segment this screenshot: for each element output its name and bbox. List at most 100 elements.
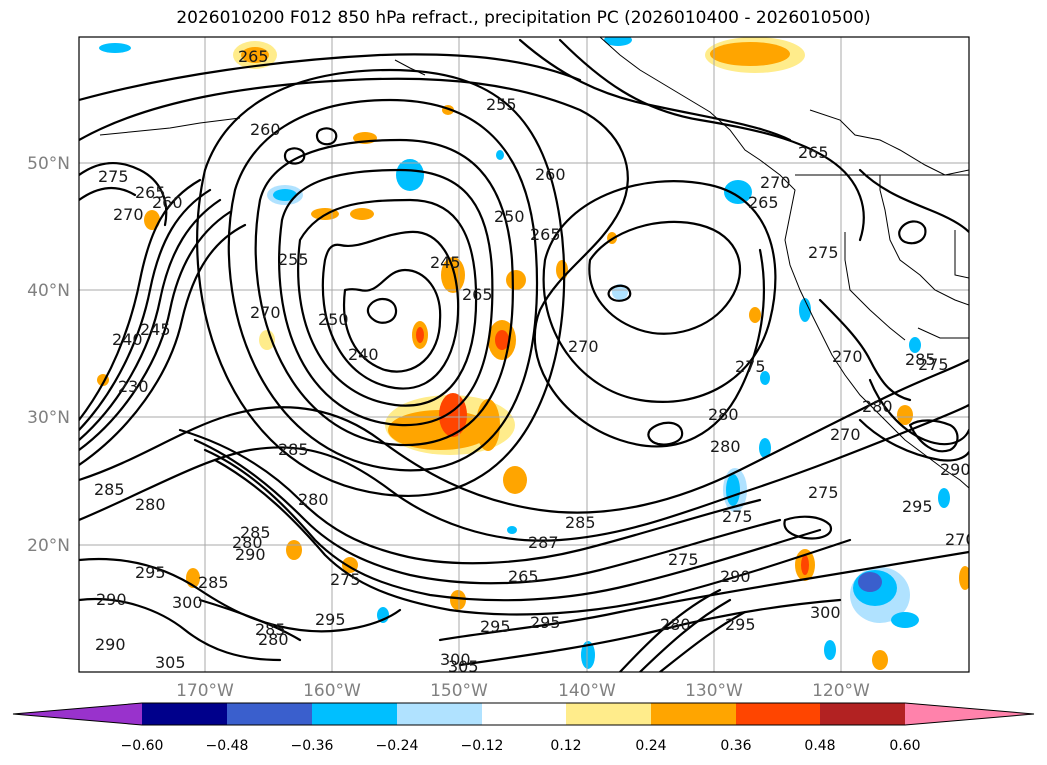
colorbar-ticks: −0.60 −0.48 −0.36 −0.24 −0.12 0.12 0.24 … [121, 738, 921, 754]
precip-positive-patch [350, 208, 374, 220]
precip-positive-patch [476, 399, 500, 451]
contour-label: 260 [535, 165, 566, 184]
lat-label: 20°N [27, 536, 70, 556]
contour-label: 270 [113, 205, 144, 224]
contour-line [203, 448, 822, 602]
contour-label: 285 [255, 620, 286, 639]
contour-line [783, 515, 833, 540]
precip-negative-patch [909, 337, 921, 353]
precip-positive-patch [710, 42, 790, 66]
contour-label: 275 [735, 357, 766, 376]
contour-label: 265 [508, 567, 539, 586]
colorbar-tick-label: −0.48 [206, 738, 249, 754]
contour-line [178, 428, 762, 565]
contour-label: 250 [318, 310, 349, 329]
contour-label: 285 [94, 480, 125, 499]
contour-label: 265 [748, 193, 779, 212]
precip-negative-patch [612, 284, 628, 300]
contour-line [315, 127, 338, 146]
contour-label: 280 [258, 630, 289, 649]
contour-line [518, 38, 792, 142]
precip-negative-patch [496, 150, 504, 160]
precip-positive-patch [556, 260, 568, 280]
contour-label: 240 [348, 345, 379, 364]
precip-negative-patch [799, 298, 811, 322]
contour-label: 230 [118, 377, 149, 396]
contour-label: 290 [720, 567, 751, 586]
contour-label: 290 [96, 590, 127, 609]
contour-label: 260 [152, 193, 183, 212]
precip-negative-patch [858, 572, 882, 592]
contour-label: 255 [486, 95, 517, 114]
contour-label: 285 [905, 350, 936, 369]
contour-line [898, 220, 927, 245]
precip-positive-patch [144, 210, 160, 230]
contour-line [858, 418, 969, 462]
contour-line [818, 298, 912, 402]
precip-positive-patch [506, 270, 526, 290]
refractivity-contours [79, 38, 969, 672]
colorbar-tick-label: 0.24 [635, 738, 666, 754]
contour-line [647, 421, 684, 446]
lon-label: 160°W [303, 681, 361, 701]
contour-line [79, 198, 222, 442]
contour-label: 265 [462, 285, 493, 304]
contour-label: 290 [95, 635, 126, 654]
precip-positive-patch [416, 327, 424, 343]
state-border [844, 232, 906, 341]
contour-line [198, 598, 302, 642]
contour-line [79, 178, 202, 422]
precip-negative-patch [99, 43, 131, 53]
precip-positive-patch [439, 393, 467, 437]
graticule [79, 37, 969, 672]
contour-line [558, 38, 865, 242]
contour-line [193, 438, 782, 585]
precip-positive-patch [801, 555, 809, 575]
contour-label: 295 [480, 617, 511, 636]
longitude-axis: 170°W 160°W 150°W 140°W 130°W 120°W [176, 681, 870, 701]
lon-label: 130°W [685, 681, 743, 701]
lat-label: 30°N [27, 408, 70, 428]
colorbar-tick-label: −0.36 [291, 738, 334, 754]
state-border [954, 230, 969, 279]
lon-label: 140°W [558, 681, 616, 701]
precip-positive-patch [286, 540, 302, 560]
colorbar-extend-low [13, 703, 142, 725]
precip-positive-patch [259, 330, 275, 350]
contour-label: 295 [530, 613, 561, 632]
contour-line [227, 98, 539, 472]
contour-label: 265 [798, 143, 829, 162]
precip-negative-patch [759, 438, 771, 458]
contour-label: 260 [250, 120, 281, 139]
contour-label: 295 [725, 615, 756, 634]
precip-positive-patch [503, 466, 527, 494]
contour-line [213, 458, 852, 616]
contour-label: 305 [155, 653, 186, 672]
latitude-axis: 50°N 40°N 30°N 20°N [27, 154, 70, 556]
colorbar-segment [312, 703, 397, 725]
contour-label: 280 [660, 615, 691, 634]
island-chain [394, 59, 426, 76]
contour-label: 270 [760, 173, 791, 192]
contour-line [618, 588, 722, 672]
contour-label: 280 [708, 405, 739, 424]
colorbar-tick-label: 0.36 [720, 738, 751, 754]
precip-positive-patch [959, 566, 969, 590]
lat-label: 40°N [27, 281, 70, 301]
precip-negative-patch [604, 37, 632, 46]
precip-negative-patch [396, 159, 424, 191]
contour-line [79, 403, 969, 542]
contour-label: 265 [530, 225, 561, 244]
contour-line [607, 284, 632, 302]
contour-line [658, 610, 747, 672]
contour-label: 290 [235, 545, 266, 564]
contour-label: 245 [140, 320, 171, 339]
map-background [79, 37, 969, 672]
contour-label: 270 [568, 337, 599, 356]
precip-negative-patch [938, 488, 950, 508]
colorbar: −0.60 −0.48 −0.36 −0.24 −0.12 0.12 0.24 … [12, 702, 1035, 754]
contour-label: 250 [494, 207, 525, 226]
colorbar-tick-label: −0.12 [461, 738, 504, 754]
contour-line [79, 77, 765, 448]
